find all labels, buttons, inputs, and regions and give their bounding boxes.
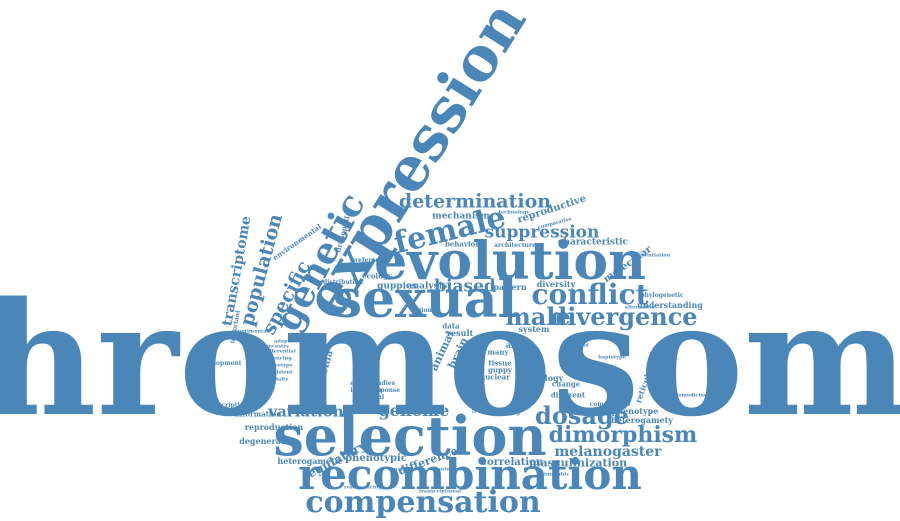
word-preference: preference [350,257,388,264]
word-many: many [487,347,509,357]
word-change: change [551,379,581,389]
word-ecology: ecology [362,271,392,281]
word-male: male [505,302,571,331]
word-alternative: alternative [624,304,656,311]
word-correlation: correlation [480,457,544,468]
word-diversity: diversity [536,279,576,289]
word-understanding: understanding [637,300,703,310]
word-evidence: evidence [350,380,380,387]
word-dimorphism: dimorphism [548,422,698,448]
word-biased: biased [434,276,496,297]
word-result: result [446,328,474,338]
word-transcriptional: transcriptional [418,488,462,495]
word-sexual: sexual [332,269,518,330]
word-data: data [442,321,460,331]
word-divergence: divergence [550,302,698,331]
word-phenotypic: phenotypic [345,453,407,464]
word-biology: biology [530,373,564,383]
word-specialty: specialty [263,376,289,383]
word-system: system [518,324,550,334]
word-distribution: distribution [322,279,364,286]
word-sequence: sequence [471,405,519,416]
word-pattern: pattern [493,282,527,292]
word-variation: variation [268,402,344,421]
word-differential: differential [264,348,296,355]
word-mechanism: mechanism [432,211,490,222]
word-competition: competition [589,401,631,408]
word-phylogenetic: phylogenetic [640,292,684,299]
word-degeneration: degeneration [239,436,299,446]
word-architecture: architecture [494,242,536,249]
word-experimental: experimental [231,328,269,335]
word-allele: allele [505,340,531,350]
word-characteristic: characteristic [557,237,629,248]
word-tissue: tissue [488,358,512,368]
word-ancestry: ancestry [265,343,289,350]
word-region: region [410,307,432,314]
word-gonad: gonad [571,342,589,349]
word-heterogametic: heterogametic [277,456,343,466]
word-biomedicine: biomedicine [672,392,708,399]
word-dosage: dosage [535,401,629,430]
word-technology: technology [498,209,530,216]
word-transcription: transcription [203,402,249,409]
word-guppies: guppies [377,281,417,292]
word-hybrid: hybrid [588,366,608,373]
word-behavior: behavior [444,239,480,249]
word-nuclear: nuclear [480,372,510,382]
word-chromosome: chromosome [0,268,900,451]
word-different: different [550,390,586,400]
word-evolution: evolution [374,231,646,292]
word-selection: selection [273,404,547,468]
word-inversion: inversion [350,387,382,394]
word-studies: studies [370,380,396,387]
word-constraint: constraint [387,466,417,473]
word-consistent: consistent [263,369,293,376]
word-genome: genome [378,401,450,420]
word-melanogaster: melanogaster [554,444,662,460]
word-dimorphic: dimorphic [540,471,570,478]
word-adaptive: adaptive [274,338,298,345]
word-analysis: analysis [406,281,448,292]
word-suppression: suppression [484,222,600,243]
word-recombination: recombination [298,450,642,499]
word-phenotype: phenotype [611,406,659,416]
word-haplotype: haplotype [598,354,626,361]
word-conflict: conflict [531,278,649,311]
word-potential: potential [353,394,385,401]
word-determination: determination [398,190,552,213]
word-karyotype: karyotype [265,362,293,369]
word-silencing: silencing [266,355,292,362]
word-response: response [369,387,401,394]
word-differentiation: differentiation [629,252,671,259]
word-compensation: compensation [305,485,541,520]
word-heterogamety: heterogamety [611,415,673,425]
word-resequencing: resequencing [344,484,382,491]
word-masculinization: masculinization [528,456,628,470]
word-information: information [234,409,282,419]
word-guppy: guppy [488,365,512,375]
word-reproduction: reproduction [244,422,304,432]
word-autosomal: autosomal [437,466,467,473]
word-development: development [198,360,242,367]
